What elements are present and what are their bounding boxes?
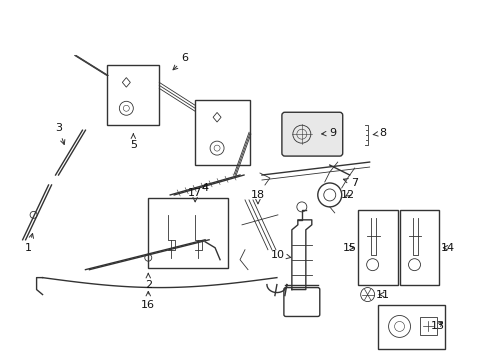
Bar (195, 100, 249, 165)
Bar (148, 198, 227, 268)
Text: 3: 3 (55, 123, 65, 144)
Text: 8: 8 (372, 128, 386, 138)
Text: 15: 15 (342, 243, 356, 253)
Text: 18: 18 (250, 190, 264, 204)
Polygon shape (291, 220, 311, 289)
Text: 1: 1 (25, 234, 34, 253)
Text: 16: 16 (141, 292, 155, 310)
Bar (419, 318, 437, 336)
Text: 4: 4 (201, 183, 208, 193)
Text: 2: 2 (144, 274, 152, 289)
Text: 11: 11 (375, 289, 389, 300)
Text: 6: 6 (173, 54, 188, 70)
Text: 5: 5 (129, 134, 137, 150)
Bar (377, 305, 445, 349)
Bar (357, 210, 397, 285)
Text: 17: 17 (188, 188, 202, 202)
Text: 7: 7 (343, 178, 358, 188)
Bar (399, 210, 439, 285)
Text: 12: 12 (340, 190, 354, 200)
Bar (107, 66, 159, 125)
FancyBboxPatch shape (281, 112, 342, 156)
Text: 9: 9 (321, 128, 336, 138)
Text: 13: 13 (429, 321, 444, 332)
Text: 10: 10 (270, 250, 290, 260)
Text: 14: 14 (440, 243, 453, 253)
